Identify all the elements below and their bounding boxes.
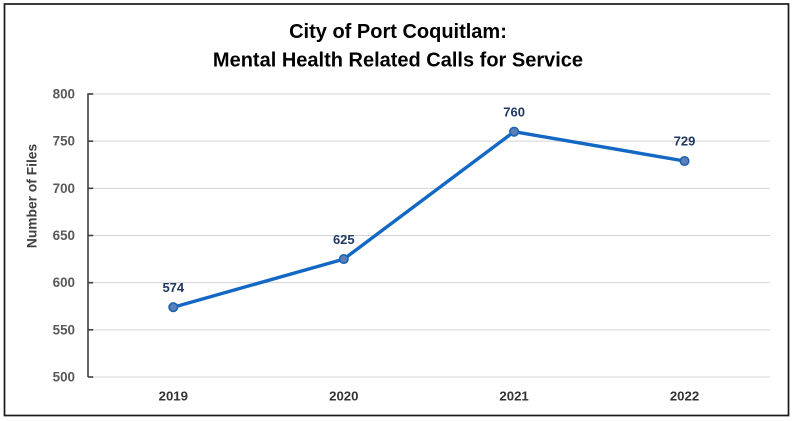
svg-text:700: 700 xyxy=(53,181,75,196)
svg-text:760: 760 xyxy=(503,104,525,119)
svg-text:625: 625 xyxy=(333,232,355,247)
svg-text:Number of Files: Number of Files xyxy=(25,144,40,249)
svg-text:City of Port Coquitlam:: City of Port Coquitlam: xyxy=(289,21,507,43)
svg-text:574: 574 xyxy=(162,280,184,295)
svg-text:729: 729 xyxy=(674,134,696,149)
svg-text:Mental Health Related Calls fo: Mental Health Related Calls for Service xyxy=(213,50,583,72)
svg-text:650: 650 xyxy=(53,228,75,243)
svg-text:550: 550 xyxy=(53,322,75,337)
svg-text:2019: 2019 xyxy=(159,389,188,404)
svg-text:2021: 2021 xyxy=(499,389,528,404)
svg-text:2022: 2022 xyxy=(670,389,699,404)
svg-text:600: 600 xyxy=(53,275,75,290)
svg-text:750: 750 xyxy=(53,134,75,149)
svg-text:500: 500 xyxy=(53,370,75,385)
svg-text:800: 800 xyxy=(53,87,75,102)
svg-text:2020: 2020 xyxy=(329,389,358,404)
